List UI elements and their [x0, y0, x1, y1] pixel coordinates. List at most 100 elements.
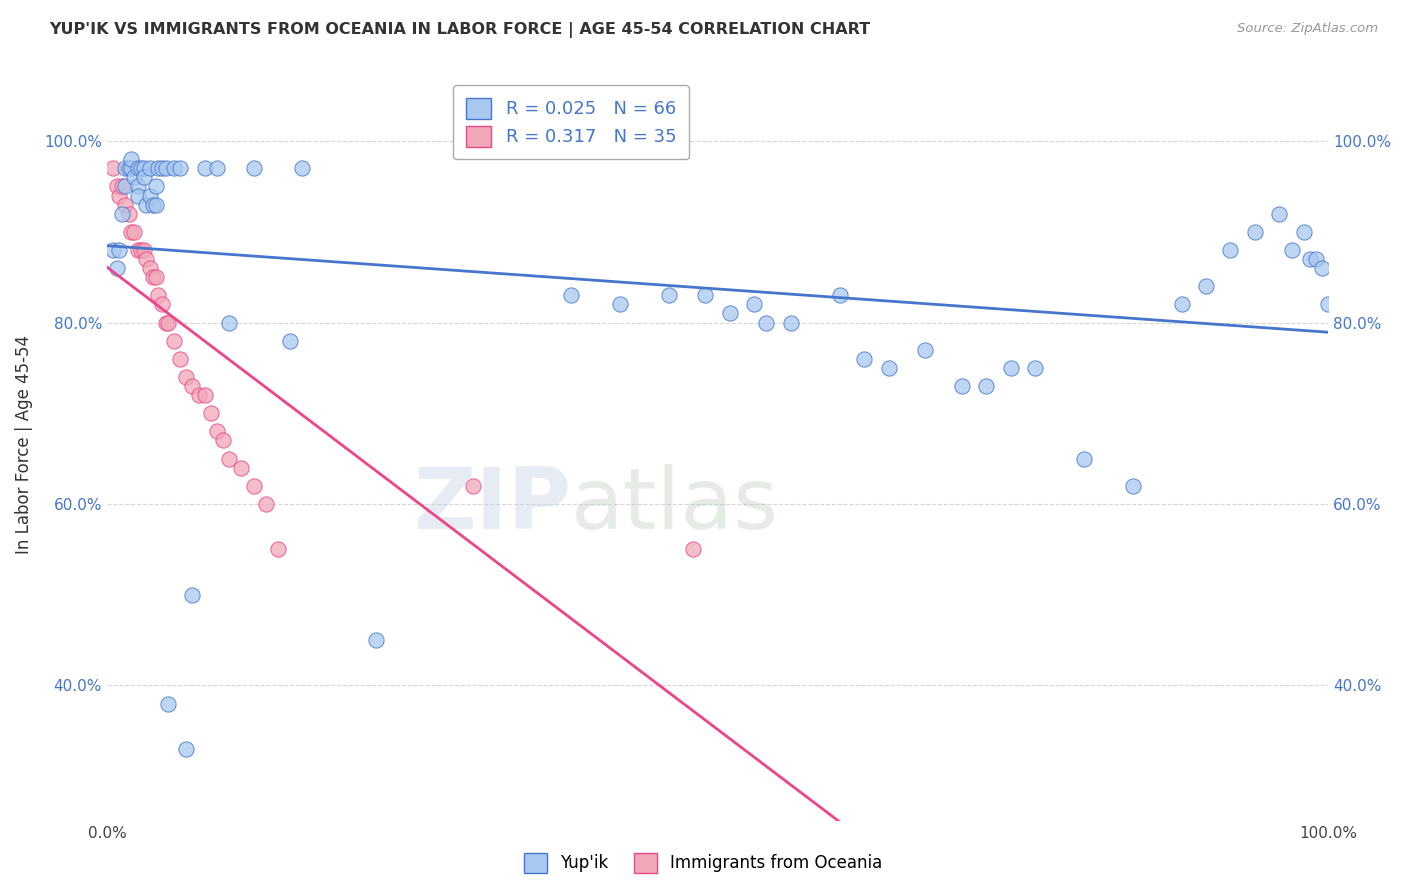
Point — [695, 288, 717, 302]
Point — [145, 197, 167, 211]
Point — [135, 197, 157, 211]
Point — [111, 207, 134, 221]
Point — [114, 179, 136, 194]
Point — [755, 316, 778, 330]
Point — [105, 179, 128, 194]
Point — [914, 343, 936, 357]
Point — [138, 188, 160, 202]
Point — [1024, 360, 1046, 375]
Point — [101, 161, 124, 176]
Point — [1299, 252, 1322, 266]
Point — [105, 261, 128, 276]
Point — [111, 179, 134, 194]
Point — [1305, 252, 1327, 266]
Point — [877, 360, 900, 375]
Point — [101, 243, 124, 257]
Point — [122, 170, 145, 185]
Point — [718, 306, 741, 320]
Point — [779, 316, 801, 330]
Point — [1268, 207, 1291, 221]
Point — [120, 153, 142, 167]
Point — [609, 297, 631, 311]
Point — [1244, 225, 1267, 239]
Point — [254, 497, 277, 511]
Point — [1195, 279, 1218, 293]
Point — [176, 742, 198, 756]
Point — [150, 161, 173, 176]
Point — [142, 197, 165, 211]
Text: ZIP: ZIP — [413, 464, 571, 547]
Point — [114, 197, 136, 211]
Point — [132, 161, 155, 176]
Point — [218, 316, 240, 330]
Point — [1073, 451, 1095, 466]
Point — [242, 161, 264, 176]
Point — [1281, 243, 1303, 257]
Point — [205, 161, 228, 176]
Point — [242, 479, 264, 493]
Point — [120, 161, 142, 176]
Point — [129, 161, 152, 176]
Point — [127, 188, 149, 202]
Point — [278, 334, 301, 348]
Point — [135, 252, 157, 266]
Point — [212, 434, 235, 448]
Text: YUP'IK VS IMMIGRANTS FROM OCEANIA IN LABOR FORCE | AGE 45-54 CORRELATION CHART: YUP'IK VS IMMIGRANTS FROM OCEANIA IN LAB… — [49, 22, 870, 38]
Point — [169, 161, 191, 176]
Point — [560, 288, 582, 302]
Point — [118, 161, 141, 176]
Point — [132, 170, 155, 185]
Point — [148, 161, 170, 176]
Point — [132, 243, 155, 257]
Point — [187, 388, 209, 402]
Point — [853, 351, 876, 366]
Point — [1317, 297, 1340, 311]
Point — [194, 388, 217, 402]
Point — [364, 633, 387, 648]
Point — [1310, 261, 1333, 276]
Point — [1170, 297, 1192, 311]
Point — [127, 161, 149, 176]
Point — [828, 288, 851, 302]
Point — [200, 406, 222, 420]
Point — [127, 179, 149, 194]
Point — [157, 697, 180, 711]
Point — [114, 161, 136, 176]
Point — [658, 288, 681, 302]
Point — [108, 188, 131, 202]
Point — [148, 288, 170, 302]
Point — [1292, 225, 1315, 239]
Point — [1122, 479, 1144, 493]
Legend: R = 0.025   N = 66, R = 0.317   N = 35: R = 0.025 N = 66, R = 0.317 N = 35 — [453, 85, 689, 160]
Point — [463, 479, 485, 493]
Y-axis label: In Labor Force | Age 45-54: In Labor Force | Age 45-54 — [15, 335, 32, 555]
Point — [145, 270, 167, 285]
Text: atlas: atlas — [571, 464, 779, 547]
Point — [142, 270, 165, 285]
Point — [155, 161, 177, 176]
Point — [122, 225, 145, 239]
Legend: Yup'ik, Immigrants from Oceania: Yup'ik, Immigrants from Oceania — [517, 847, 889, 880]
Point — [169, 351, 191, 366]
Point — [138, 161, 160, 176]
Point — [742, 297, 765, 311]
Point — [181, 379, 204, 393]
Point — [267, 542, 290, 557]
Point — [1000, 360, 1022, 375]
Point — [291, 161, 314, 176]
Point — [108, 243, 131, 257]
Point — [155, 316, 177, 330]
Point — [129, 243, 152, 257]
Point — [181, 588, 204, 602]
Point — [163, 161, 186, 176]
Point — [974, 379, 997, 393]
Point — [218, 451, 240, 466]
Point — [231, 460, 253, 475]
Text: Source: ZipAtlas.com: Source: ZipAtlas.com — [1237, 22, 1378, 36]
Point — [682, 542, 704, 557]
Point — [176, 370, 198, 384]
Point — [194, 161, 217, 176]
Point — [163, 334, 186, 348]
Point — [120, 225, 142, 239]
Point — [138, 261, 160, 276]
